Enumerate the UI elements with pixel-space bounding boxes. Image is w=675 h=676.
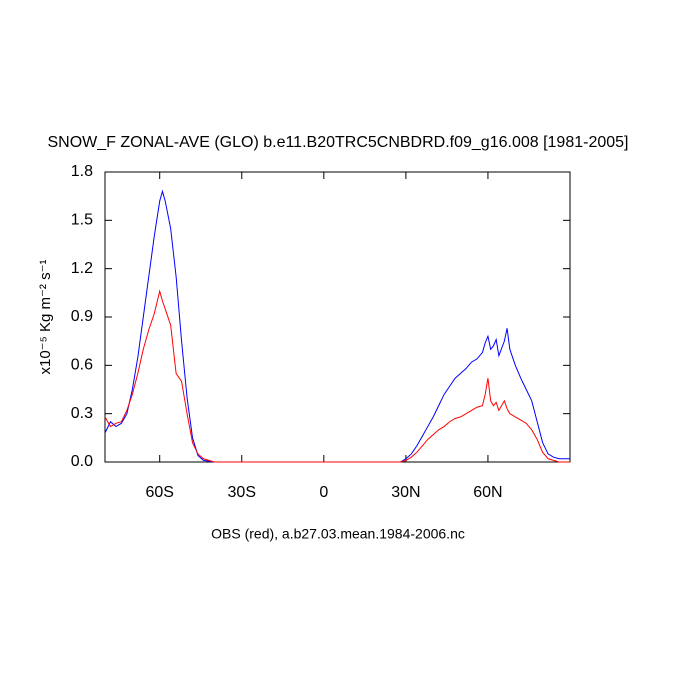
y-tick-label: 0.9 <box>71 308 93 325</box>
chart-title: SNOW_F ZONAL-AVE (GLO) b.e11.B20TRC5CNBD… <box>48 134 629 151</box>
data-line <box>104 189 570 463</box>
caption: OBS (red), a.b27.03.mean.1984-2006.nc <box>211 526 465 542</box>
y-axis-label: x10⁻⁵ Kg m⁻² s⁻¹ <box>37 260 54 375</box>
x-tick-label: 30S <box>228 484 256 501</box>
y-tick-label: 0.3 <box>71 405 93 422</box>
x-tick-label: 60N <box>473 484 502 501</box>
y-tick-label: 1.5 <box>71 212 93 229</box>
y-tick-label: 0.0 <box>71 453 93 470</box>
data-line <box>104 289 570 463</box>
y-tick-label: 1.8 <box>71 163 93 180</box>
x-tick-label: 30N <box>391 484 420 501</box>
x-tick-label: 60S <box>145 484 173 501</box>
y-tick-label: 1.2 <box>71 260 93 277</box>
x-tick-label: 0 <box>319 484 328 501</box>
plot-frame <box>104 171 571 463</box>
y-tick-label: 0.6 <box>71 357 93 374</box>
